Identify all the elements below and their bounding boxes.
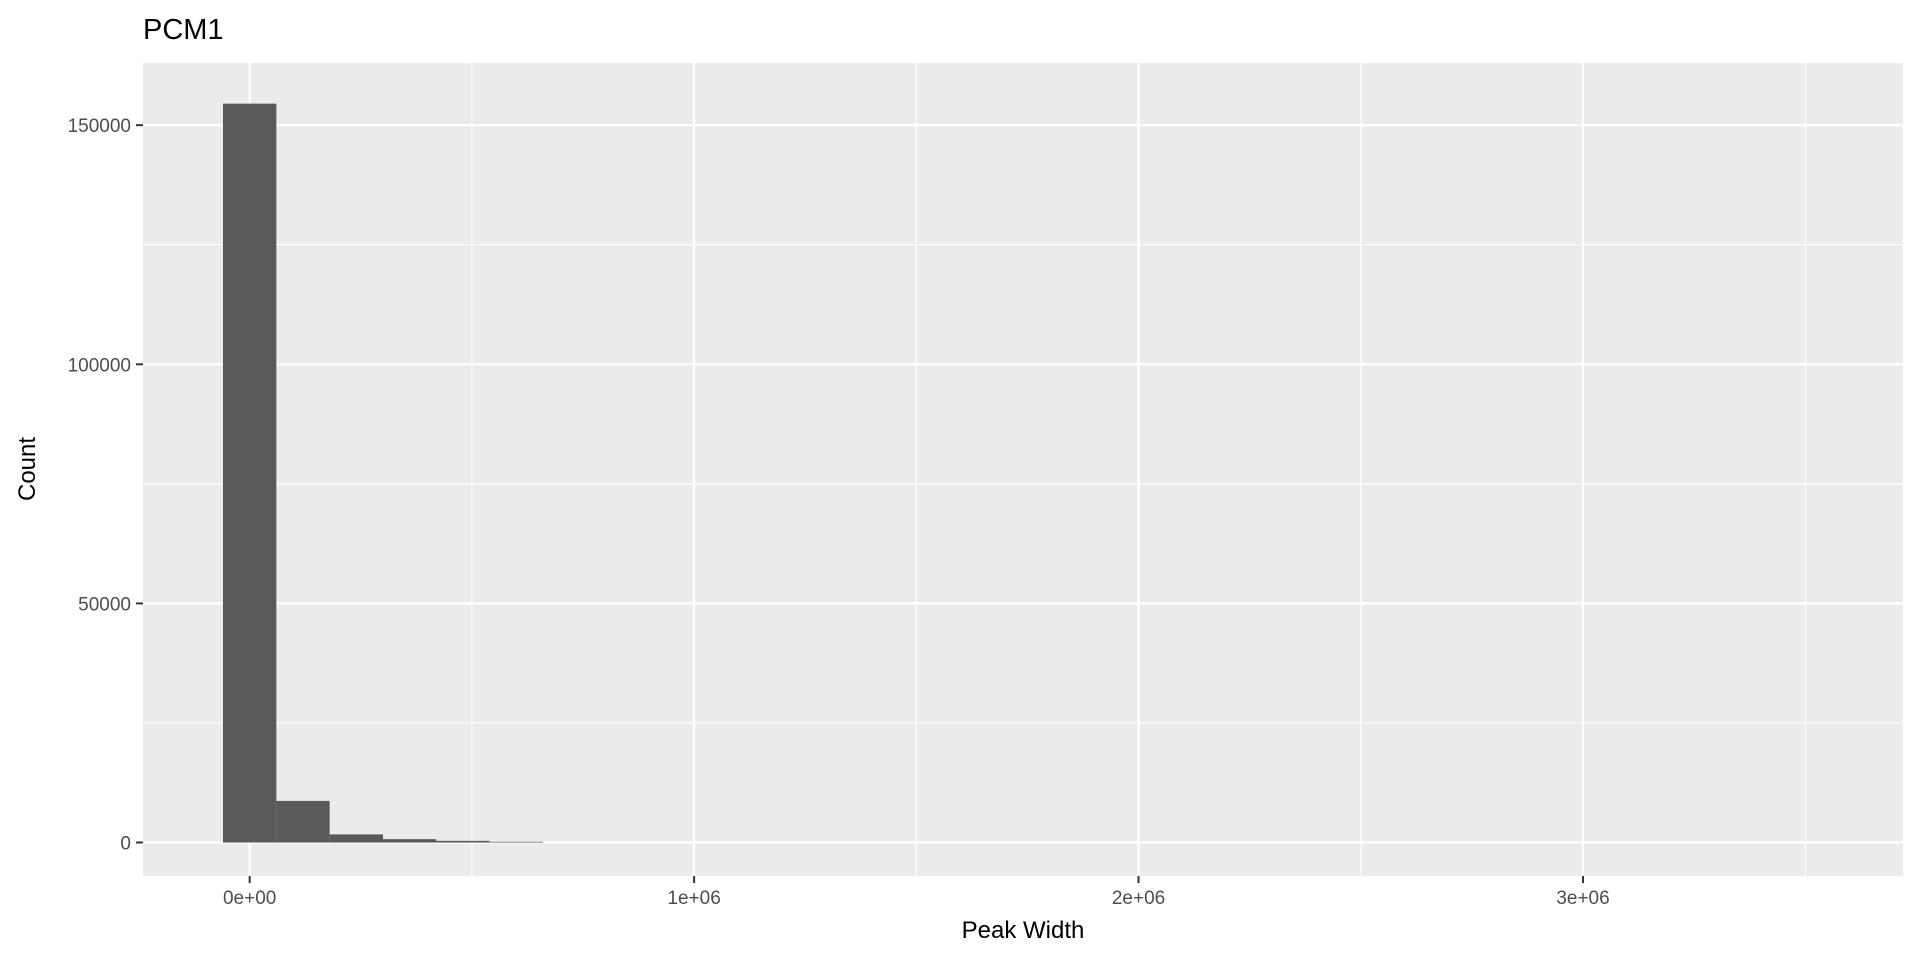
- histogram-bar: [329, 834, 383, 843]
- histogram-bar: [489, 841, 543, 843]
- y-axis: 0 50000 100000 150000: [68, 116, 143, 855]
- y-axis-title: Count: [14, 437, 41, 501]
- x-axis: 0e+00 1e+06 2e+06 3e+06: [223, 876, 1610, 909]
- panel-background: [143, 63, 1903, 876]
- x-tick-label: 2e+06: [1112, 888, 1165, 909]
- y-tick-label: 50000: [78, 594, 131, 615]
- chart-title: PCM1: [143, 14, 224, 46]
- minor-grid: [143, 63, 1903, 876]
- x-tick-label: 0e+00: [223, 888, 276, 909]
- x-tick-label: 1e+06: [667, 888, 720, 909]
- y-tick-label: 150000: [68, 116, 131, 137]
- histogram-bars: [223, 103, 543, 843]
- histogram-bar: [436, 840, 490, 843]
- histogram-bar: [276, 800, 330, 843]
- x-tick-label: 3e+06: [1556, 888, 1609, 909]
- x-axis-title: Peak Width: [962, 917, 1085, 944]
- histogram-bar: [223, 103, 277, 843]
- y-tick-label: 0: [120, 834, 131, 855]
- histogram-bar: [383, 839, 437, 843]
- y-tick-label: 100000: [68, 355, 131, 376]
